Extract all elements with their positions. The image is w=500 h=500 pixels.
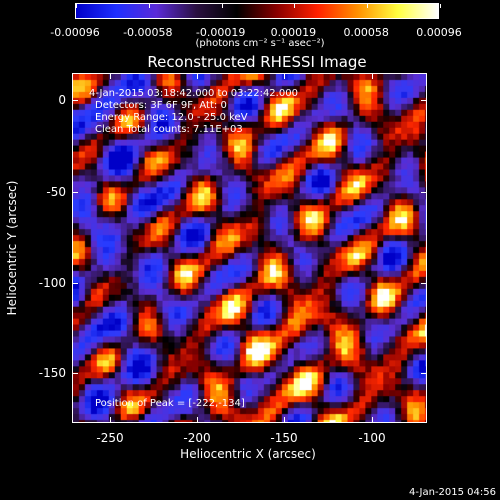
info-peak-position: Position of Peak = [-222,-134] — [95, 398, 245, 409]
info-clean-counts: Clean Total counts: 7.11E+03 — [95, 124, 243, 135]
info-time-range: 4-Jan-2015 03:18:42.000 to 03:22:42.000 — [89, 88, 298, 99]
colorbar-tick-label: 0.00096 — [416, 26, 462, 39]
y-axis-tick — [72, 100, 78, 101]
colorbar-units: (photons cm⁻² s⁻¹ asec⁻²) — [195, 38, 325, 49]
x-axis-tick — [372, 73, 373, 79]
y-tick-label: 0 — [58, 93, 66, 107]
colorbar-tick-label: -0.00096 — [50, 26, 100, 39]
x-axis-tick — [197, 73, 198, 79]
x-tick-label: -100 — [358, 431, 386, 445]
x-tick-label: -250 — [96, 431, 124, 445]
y-axis-tick — [421, 192, 427, 193]
y-axis-tick — [421, 373, 427, 374]
y-tick-label: -50 — [46, 185, 66, 199]
x-axis-label: Heliocentric X (arcsec) — [180, 447, 316, 461]
footer-date: 4-Jan-2015 04:56 — [409, 487, 496, 498]
x-axis-tick — [284, 73, 285, 79]
y-axis-label: Heliocentric Y (arcsec) — [5, 180, 19, 316]
y-axis-tick — [421, 100, 427, 101]
colorbar-tick — [76, 4, 77, 8]
colorbar — [75, 3, 441, 19]
x-tick-label: -200 — [183, 431, 211, 445]
x-axis-tick — [372, 417, 373, 423]
colorbar-tick — [440, 4, 441, 8]
colorbar-tick — [367, 4, 369, 8]
y-axis-tick — [72, 373, 78, 374]
colorbar-tick — [294, 4, 296, 8]
heatmap-image — [73, 74, 426, 422]
colorbar-tick-label: -0.00058 — [123, 26, 173, 39]
x-axis-tick — [284, 417, 285, 423]
info-detectors: Detectors: 3F 6F 9F, Att: 0 — [95, 100, 227, 111]
y-tick-label: -100 — [38, 276, 66, 290]
x-axis-tick — [110, 73, 111, 79]
x-axis-tick — [110, 417, 111, 423]
y-axis-tick — [421, 283, 427, 284]
colorbar-tick-label: 0.00058 — [343, 26, 389, 39]
colorbar-tick-label: 0.00019 — [270, 26, 317, 39]
y-axis-tick — [72, 283, 78, 284]
plot-area: 4-Jan-2015 03:18:42.000 to 03:22:42.000 … — [72, 73, 427, 423]
colorbar-tick — [221, 4, 223, 8]
y-tick-label: -150 — [38, 366, 66, 380]
x-tick-label: -150 — [270, 431, 298, 445]
y-axis-tick — [72, 192, 78, 193]
info-energy-range: Energy Range: 12.0 - 25.0 keV — [95, 112, 248, 123]
plot-title: Reconstructed RHESSI Image — [147, 53, 367, 71]
colorbar-tick — [148, 4, 150, 8]
colorbar-tick-label: -0.00019 — [195, 26, 246, 39]
x-axis-tick — [197, 417, 198, 423]
